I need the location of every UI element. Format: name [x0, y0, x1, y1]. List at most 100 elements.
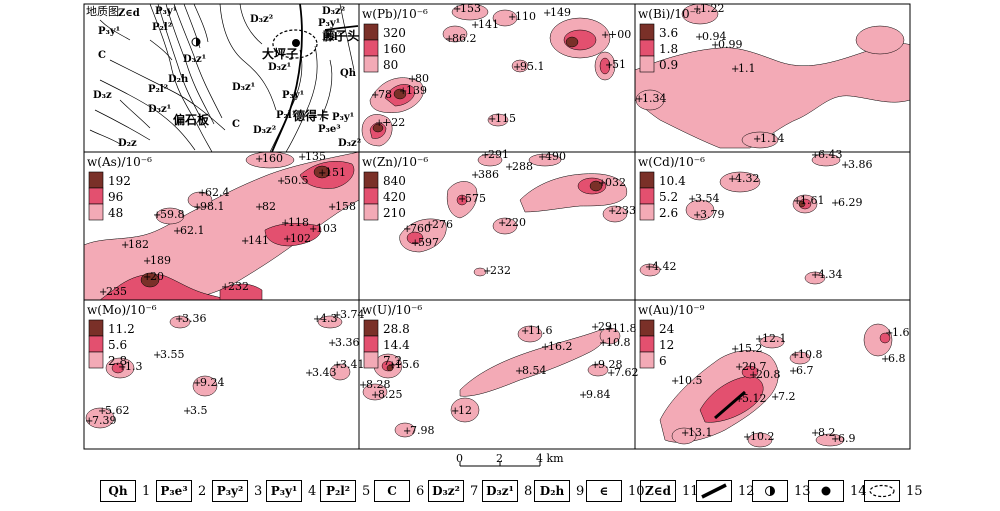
zn-sample-value: 288: [512, 160, 533, 173]
zn-sample-value: 386: [478, 168, 499, 181]
as-sample-marker: +: [198, 188, 206, 199]
cd-sample-value: 4.34: [818, 268, 843, 281]
as-sample-value: 118: [288, 216, 309, 229]
legend-item-cambrian: ∈ 10: [586, 478, 645, 504]
as-sample-marker: +: [309, 224, 317, 235]
u-sample-value: 8.25: [378, 388, 403, 401]
cd-anomaly-shapes: [639, 153, 841, 285]
mo-sample-value: 1.3: [125, 360, 143, 373]
au-sample-value: 20.7: [742, 360, 767, 373]
pb-legend-value: 320: [383, 26, 406, 40]
u-sample-value: 7.98: [410, 424, 435, 437]
cd-sample-marker: +: [831, 198, 839, 209]
as-sample-marker: +: [143, 272, 151, 283]
fault-line-icon: [696, 480, 732, 502]
mo-sample-marker: +: [333, 360, 341, 371]
stratum-label: D₃z²: [250, 14, 273, 25]
au-sample-value: 20.8: [756, 368, 781, 381]
cd-legend-swatch: [639, 203, 655, 221]
pb-sample-marker: +: [453, 4, 461, 15]
u-sample-value: 9.84: [586, 388, 611, 401]
as-sample-marker: +: [99, 287, 107, 298]
pb-sample-value: 139: [406, 84, 427, 97]
au-legend-value: 24: [659, 322, 675, 336]
mo-sample-marker: +: [328, 338, 336, 349]
au-legend-value: 12: [659, 338, 674, 352]
u-sample-value: 9.28: [598, 358, 623, 371]
ore-district-ellipse: [272, 29, 318, 59]
zn-sample-marker: +: [505, 162, 513, 173]
stratum-label: P₂l²: [322, 32, 342, 43]
pb-sample-value: 51: [612, 58, 626, 71]
zn-legend-swatch: [363, 171, 379, 189]
as-sample-value: 62.4: [205, 186, 230, 199]
mo-sample-marker: +: [333, 310, 341, 321]
u-sample-marker: +: [388, 360, 396, 371]
u-sample-marker: +: [521, 326, 529, 337]
cd-sample-value: 1.61: [800, 194, 825, 207]
au-legend-swatch: [639, 351, 655, 369]
legend-symbol-c: C: [374, 480, 410, 502]
legend-item-occurrence: 13: [752, 478, 811, 504]
as-legend-swatch: [88, 187, 104, 205]
pb-sample-value: 80: [415, 72, 429, 85]
mo-sample-value: 4.3: [320, 312, 338, 325]
zn-sample-marker: +: [403, 224, 411, 235]
as-sample-value: 160: [262, 152, 283, 165]
mo-sample-value: 3.41: [340, 358, 365, 371]
stratum-label: C: [232, 119, 240, 130]
geology-symbols: [191, 29, 318, 59]
stratum-label: Z∈d: [118, 8, 140, 19]
u-sample-marker: +: [607, 368, 615, 379]
as-sample-value: 50.5: [284, 174, 309, 187]
zn-sample-value: 276: [432, 218, 453, 231]
mo-sample-value: 3.36: [182, 312, 207, 325]
mo-sample-marker: +: [313, 314, 321, 325]
u-sample-value: 8.28: [366, 378, 391, 391]
zn-sample-value: 032: [605, 176, 626, 189]
zn-legend-value: 840: [383, 174, 406, 188]
as-legend-swatch: [88, 171, 104, 189]
legend-item-deposit: 14: [808, 478, 867, 504]
u-sample-marker: +: [599, 338, 607, 349]
legend-item-district: 15: [864, 478, 923, 504]
au-sample-value: 8.2: [818, 426, 836, 439]
cd-sample-marker: +: [811, 150, 819, 161]
bi-legend-swatch: [639, 39, 655, 57]
pb-legend-swatch: [363, 55, 379, 73]
pb-sample-value: 95.1: [520, 60, 545, 73]
stratum-label: P₃y¹: [282, 90, 304, 101]
pb-sample-marker: +: [605, 60, 613, 71]
pb-title: w(Pb)/10⁻⁶: [362, 7, 428, 21]
u-title: w(U)/10⁻⁶: [362, 303, 422, 317]
mo-legend-swatch: [88, 351, 104, 369]
legend-number: 11: [682, 483, 699, 499]
legend-number: 8: [524, 483, 533, 499]
as-sample-value: 82: [262, 200, 276, 213]
u-sample-marker: +: [515, 366, 523, 377]
legend-number: 6: [416, 483, 425, 499]
cd-legend-value: 10.4: [659, 174, 686, 188]
pb-sample-value: +00: [608, 28, 631, 41]
stratum-label: D₃z¹: [268, 62, 291, 73]
zn-title: w(Zn)/10⁻⁶: [362, 155, 428, 169]
bi-legend-swatch: [639, 55, 655, 73]
mo-sample-value: 3.5: [190, 404, 208, 417]
panel-grid: [83, 3, 911, 450]
zn-sample-marker: +: [538, 152, 546, 163]
legend-symbol-p3e3: P₃e³: [156, 480, 192, 502]
scale-tick-4: 4 km: [536, 452, 564, 465]
stratum-label: P₃y¹: [332, 112, 354, 123]
geology-title: 地质图: [86, 5, 119, 18]
zn-sample-value: 291: [488, 148, 509, 161]
zn-legend-value: 210: [383, 206, 406, 220]
zn-sample-value: 575: [465, 192, 486, 205]
legend-number: 3: [254, 483, 263, 499]
filled-dot-icon: [808, 480, 844, 502]
stratum-label: P₃y¹: [155, 6, 177, 17]
au-sample-marker: +: [735, 362, 743, 373]
cd-sample-value: 6.29: [838, 196, 863, 209]
mo-sample-value: 3.55: [160, 348, 185, 361]
